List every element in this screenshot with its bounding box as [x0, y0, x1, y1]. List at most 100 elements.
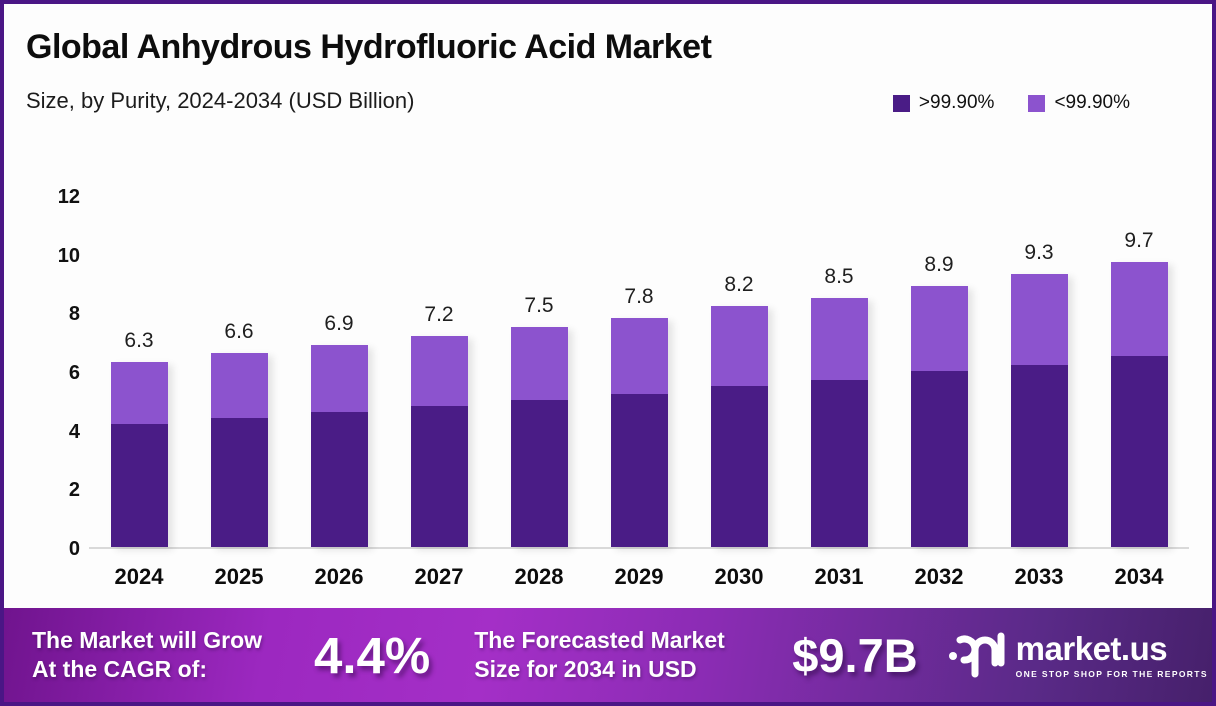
bar-segment-dark [1010, 365, 1068, 547]
bar-segment-light [910, 285, 968, 371]
legend-swatch-light [1028, 94, 1046, 112]
bar-segment-dark [510, 400, 568, 547]
bar-segment-dark [810, 379, 868, 547]
page-title: Global Anhydrous Hydrofluoric Acid Marke… [26, 28, 712, 66]
bar-total-label: 6.6 [224, 320, 254, 344]
x-tick-label: 2030 [714, 564, 764, 589]
x-tick-label: 2029 [614, 564, 664, 589]
marketus-logo-text: market.us ONE STOP SHOP FOR THE REPORTS [1016, 632, 1208, 679]
legend-label: >99.90% [918, 92, 995, 113]
bar-stack [1010, 274, 1068, 547]
x-tick-label: 2032 [914, 564, 964, 589]
y-tick-label: 2 [68, 479, 80, 502]
y-tick-label: 0 [68, 538, 80, 560]
plot-area: 6.3 6.6 6.9 7.2 7.5 7.8 8.2 8.5 8.9 9.3 9.7 [89, 197, 1189, 549]
bar-segment-dark [210, 417, 268, 547]
footer-banner: The Market will Grow At the CAGR of: 4.4… [4, 608, 1212, 702]
cagr-value: 4.4% [314, 626, 431, 684]
bar-group-2032: 8.9 [889, 197, 989, 547]
bar-segment-light [310, 344, 368, 413]
x-tick-label: 2025 [214, 564, 264, 589]
bar-total-label: 7.2 [424, 302, 454, 326]
bar-total-label: 6.3 [124, 329, 154, 353]
chart-legend: >99.90% <99.90% [892, 92, 1130, 114]
y-axis: 0 2 4 6 8 10 12 [32, 186, 80, 560]
y-tick-label: 8 [68, 303, 80, 326]
forecast-caption-line1: The Forecasted Market [474, 626, 725, 653]
bar-segment-dark [110, 423, 168, 547]
marketus-logo-icon [948, 627, 1006, 684]
bar-segment-dark [610, 394, 668, 547]
bar-segment-light [1010, 274, 1068, 366]
bar-stack [210, 353, 268, 547]
bar-group-2024: 6.3 [89, 197, 189, 547]
bar-group-2033: 9.3 [989, 197, 1089, 547]
bar-total-label: 7.8 [624, 285, 654, 309]
bar-stack [810, 297, 868, 547]
bar-segment-light [110, 362, 168, 424]
x-axis: 2024 2025 2026 2027 2028 2029 2030 2031 2032 2033… [89, 564, 1189, 590]
bar-stack [310, 344, 368, 547]
bar-segment-dark [710, 385, 768, 547]
bar-group-2030: 8.2 [689, 197, 789, 547]
bar-total-label: 9.7 [1124, 229, 1154, 253]
bar-segment-dark [410, 406, 468, 547]
marketus-logo: market.us ONE STOP SHOP FOR THE REPORTS [948, 627, 1208, 684]
bar-group-2027: 7.2 [389, 197, 489, 547]
bar-total-label: 8.9 [924, 252, 954, 276]
bar-segment-light [1110, 262, 1168, 357]
cagr-caption-line2: At the CAGR of: [32, 656, 208, 682]
bar-stack [710, 306, 768, 547]
bar-segment-light [410, 335, 468, 407]
y-tick-label: 10 [57, 244, 80, 267]
legend-swatch-dark [892, 94, 910, 112]
x-tick-label: 2031 [814, 564, 864, 589]
bar-stack [110, 362, 168, 547]
x-tick-label: 2028 [514, 564, 564, 589]
bar-segment-light [810, 297, 868, 380]
bar-segment-light [610, 318, 668, 395]
bar-group-2031: 8.5 [789, 197, 889, 547]
x-tick-label: 2033 [1014, 564, 1064, 589]
bar-segment-dark [910, 371, 968, 547]
legend-item-high-purity: >99.90% [892, 92, 995, 114]
bar-group-2029: 7.8 [589, 197, 689, 547]
x-tick-label: 2024 [114, 564, 164, 589]
forecast-caption-line2: Size for 2034 in USD [474, 656, 697, 682]
bar-stack [910, 285, 968, 547]
cagr-caption-line1: The Market will Grow [32, 626, 263, 653]
bar-segment-dark [1110, 356, 1168, 547]
y-tick-label: 4 [68, 420, 80, 443]
forecast-caption: The Forecasted Market Size for 2034 in U… [474, 626, 770, 685]
page-subtitle: Size, by Purity, 2024-2034 (USD Billion) [26, 88, 415, 113]
legend-item-low-purity: <99.90% [1028, 92, 1130, 114]
bar-segment-dark [310, 412, 368, 547]
x-tick-label: 2027 [414, 564, 464, 589]
bar-group-2026: 6.9 [289, 197, 389, 547]
bar-stack [510, 327, 568, 547]
cagr-caption: The Market will Grow At the CAGR of: [32, 626, 300, 685]
bar-total-label: 7.5 [524, 294, 554, 318]
bar-segment-light [210, 353, 268, 418]
bar-group-2028: 7.5 [489, 197, 589, 547]
bar-total-label: 6.9 [324, 311, 354, 335]
bar-stack [610, 318, 668, 547]
forecast-value: $9.7B [792, 628, 918, 682]
bar-group-2025: 6.6 [189, 197, 289, 547]
bar-segment-light [510, 327, 568, 401]
y-tick-label: 6 [68, 362, 80, 384]
y-tick-label: 12 [57, 186, 80, 208]
x-tick-label: 2034 [1114, 564, 1164, 589]
bar-total-label: 8.5 [824, 264, 854, 288]
bar-stack [1110, 262, 1168, 547]
bar-stack [410, 335, 468, 547]
x-tick-label: 2026 [314, 564, 364, 589]
marketus-logo-name: market.us [1015, 629, 1168, 667]
bar-group-2034: 9.7 [1089, 197, 1189, 547]
bar-total-label: 9.3 [1024, 241, 1054, 265]
legend-label: <99.90% [1054, 92, 1130, 113]
bar-segment-light [710, 306, 768, 386]
bar-total-label: 8.2 [724, 273, 754, 297]
marketus-logo-tagline: ONE STOP SHOP FOR THE REPORTS [1015, 668, 1208, 679]
